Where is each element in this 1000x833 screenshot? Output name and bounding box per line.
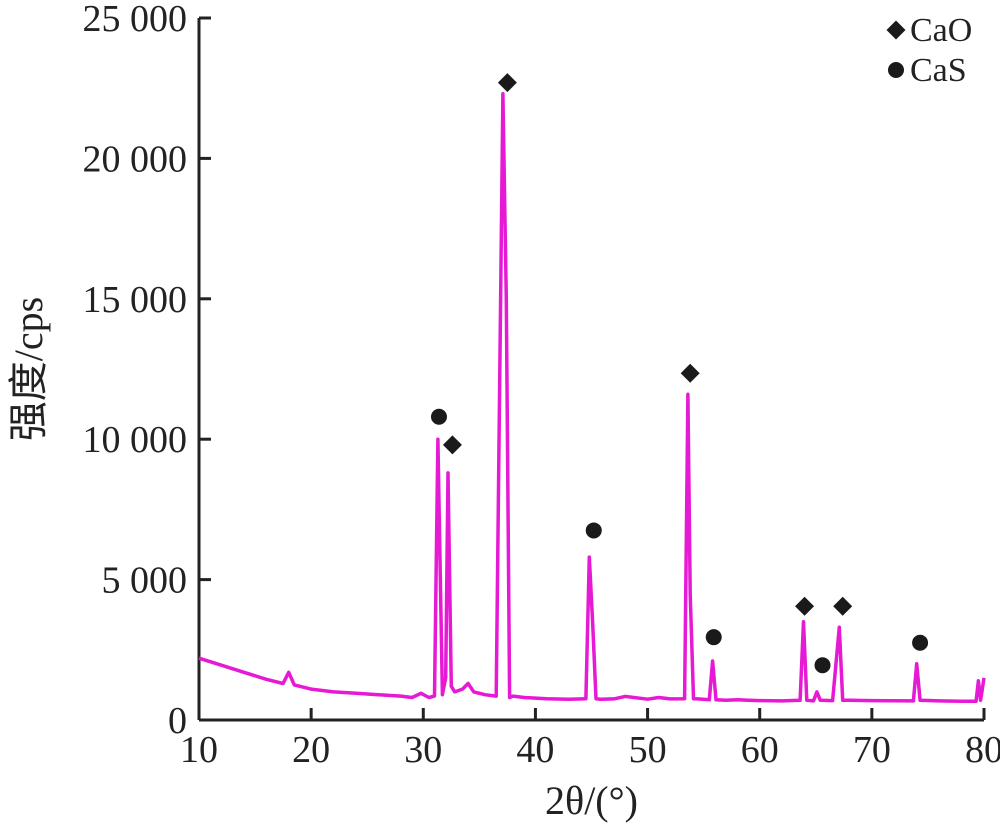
- axes: [197, 18, 984, 722]
- legend-circle-icon: [888, 62, 904, 78]
- peak-markers: [430, 73, 929, 674]
- y-tick-label: 20 000: [83, 138, 188, 180]
- y-tick-label: 0: [168, 700, 187, 742]
- series-line: [198, 92, 986, 703]
- legend-diamond-icon: [886, 20, 906, 40]
- cao-peak-marker: [833, 596, 853, 616]
- cao-peak-marker: [680, 363, 700, 383]
- y-tick-label: 5 000: [102, 560, 188, 602]
- x-ticks: 10 20 30 40 50 60 70 80: [180, 708, 1000, 771]
- y-tick-label: 15 000: [83, 279, 188, 321]
- cas-peak-marker: [585, 522, 602, 539]
- cas-peak-marker: [705, 629, 722, 646]
- x-tick-label: 50: [629, 729, 667, 771]
- cas-peak-marker: [912, 634, 929, 651]
- x-tick-label: 40: [516, 729, 554, 771]
- legend-label: CaO: [910, 12, 972, 49]
- y-tick-label: 10 000: [83, 419, 188, 461]
- x-axis-title: 2θ/(°): [545, 778, 638, 823]
- y-ticks: 0 5 000 10 000 15 000 20 000 25 000: [83, 0, 211, 742]
- x-tick-label: 10: [180, 729, 218, 771]
- x-tick-label: 80: [965, 729, 1000, 771]
- legend-label: CaS: [910, 52, 967, 89]
- cas-peak-marker: [814, 657, 831, 674]
- y-tick-label: 25 000: [83, 0, 188, 40]
- cao-peak-marker: [795, 596, 815, 616]
- x-tick-label: 20: [292, 729, 330, 771]
- x-tick-label: 70: [853, 729, 891, 771]
- cao-peak-marker: [442, 435, 462, 455]
- x-tick-label: 60: [741, 729, 779, 771]
- y-axis-title: 强度/cps: [6, 297, 51, 441]
- cao-peak-marker: [497, 73, 517, 93]
- cas-peak-marker: [430, 408, 447, 425]
- x-tick-label: 30: [404, 729, 442, 771]
